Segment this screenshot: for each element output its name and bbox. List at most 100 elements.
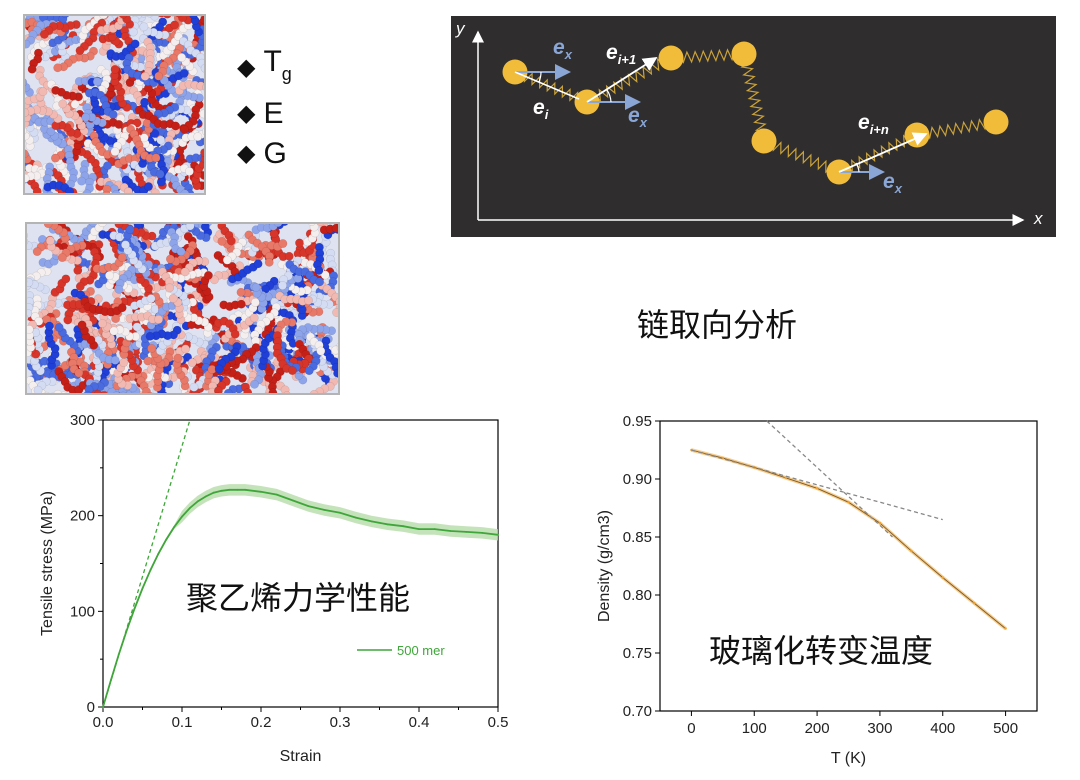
simulation-snapshot-stretched bbox=[25, 222, 340, 395]
data-point bbox=[236, 489, 238, 491]
sim-particle bbox=[110, 327, 118, 335]
x-tick-label: 400 bbox=[930, 720, 955, 737]
sim-particle bbox=[103, 162, 111, 170]
y-tick-label: 200 bbox=[70, 508, 95, 525]
sim-particle bbox=[51, 154, 59, 162]
sim-particle bbox=[141, 72, 149, 80]
bead-atom bbox=[659, 46, 684, 71]
diamond-bullet-icon: ◆ bbox=[237, 134, 255, 174]
sim-particle bbox=[174, 354, 182, 362]
data-point bbox=[434, 528, 436, 530]
sim-particle bbox=[177, 53, 185, 61]
x-axis-label: T (K) bbox=[831, 750, 866, 767]
sim-particle bbox=[58, 253, 66, 261]
sim-particle bbox=[227, 237, 235, 245]
data-point bbox=[481, 532, 483, 534]
data-point bbox=[221, 490, 223, 492]
sim-particle bbox=[46, 237, 54, 245]
sim-particle bbox=[33, 187, 41, 193]
data-point bbox=[189, 507, 191, 509]
density-series-line bbox=[691, 450, 1005, 629]
sim-particle bbox=[215, 365, 223, 373]
sim-particle bbox=[170, 21, 178, 29]
data-point bbox=[466, 531, 468, 533]
data-point bbox=[181, 516, 183, 518]
data-point bbox=[339, 512, 341, 514]
sim-particle bbox=[231, 330, 239, 338]
sim-particle bbox=[140, 23, 148, 31]
data-point bbox=[276, 494, 278, 496]
sim-particle bbox=[133, 323, 141, 331]
diamond-bullet-icon: ◆ bbox=[237, 48, 255, 88]
sim-particle bbox=[147, 344, 155, 352]
sim-particle bbox=[77, 177, 85, 185]
sim-particle bbox=[126, 225, 134, 233]
data-point bbox=[150, 569, 152, 571]
property-label: E bbox=[263, 94, 283, 134]
x-tick-label: 100 bbox=[742, 720, 767, 737]
sim-particle bbox=[279, 239, 287, 247]
sim-particle bbox=[52, 86, 60, 94]
sim-particle bbox=[154, 315, 162, 323]
sim-particle bbox=[144, 182, 152, 190]
sim-particle bbox=[305, 367, 313, 375]
sim-particle bbox=[40, 30, 48, 38]
sim-particle bbox=[223, 256, 231, 264]
data-point bbox=[402, 525, 404, 527]
sim-particle bbox=[115, 285, 123, 293]
sim-particle bbox=[317, 347, 325, 355]
y-tick-label: 0.90 bbox=[623, 471, 652, 488]
sim-particle bbox=[218, 237, 226, 245]
x-axis-label: Strain bbox=[280, 748, 322, 765]
sim-particle bbox=[39, 88, 47, 96]
sim-particle bbox=[315, 278, 323, 286]
sim-particle bbox=[214, 387, 222, 394]
diamond-bullet-icon: ◆ bbox=[237, 94, 255, 134]
ei1-label: ei+1 bbox=[606, 41, 636, 67]
chain-orientation-label: 链取向分析 bbox=[637, 300, 797, 346]
chain-diagram-svg: y x ex ei ei+1 ex ei+n ex bbox=[451, 16, 1056, 237]
bead-atom bbox=[752, 129, 777, 154]
sim-particle bbox=[265, 258, 273, 266]
sim-particle bbox=[315, 266, 323, 274]
y-tick-label: 0.75 bbox=[623, 645, 652, 662]
ex-label-3: ex bbox=[883, 170, 903, 196]
data-point bbox=[134, 608, 136, 610]
data-point bbox=[910, 550, 912, 552]
sim-particle bbox=[111, 65, 119, 73]
sim-particle bbox=[62, 275, 70, 283]
sim-particle bbox=[177, 247, 185, 255]
x-tick-label: 0 bbox=[687, 720, 695, 737]
x-tick-label: 0.0 bbox=[93, 714, 114, 731]
sim-particle bbox=[204, 271, 212, 279]
data-point bbox=[450, 530, 452, 532]
data-point bbox=[165, 539, 167, 541]
y-tick-label: 0.80 bbox=[623, 587, 652, 604]
sim-particle bbox=[278, 281, 286, 289]
x-tick-label: 500 bbox=[993, 720, 1018, 737]
sim-particle bbox=[288, 366, 296, 374]
ein-vector bbox=[839, 134, 926, 172]
data-point bbox=[197, 500, 199, 502]
bead-atom bbox=[984, 110, 1009, 135]
sim-particle bbox=[71, 100, 79, 108]
y-axis-label: Density (g/cm3) bbox=[596, 510, 613, 622]
sim-particle bbox=[157, 136, 165, 144]
sim-particle bbox=[184, 232, 192, 240]
data-point bbox=[323, 509, 325, 511]
spring-bond bbox=[740, 54, 767, 141]
sim-particle bbox=[152, 154, 160, 162]
data-point bbox=[157, 553, 159, 555]
sim-particle bbox=[33, 247, 41, 255]
sim-particle bbox=[180, 69, 188, 77]
sim-particle bbox=[254, 260, 262, 268]
x-tick-label: 0.3 bbox=[330, 714, 351, 731]
sim-particle bbox=[155, 72, 163, 80]
sim-particle bbox=[144, 357, 152, 365]
sim-particle bbox=[156, 170, 164, 178]
sim-particle bbox=[118, 253, 126, 261]
property-label: Tg bbox=[263, 42, 291, 94]
sim-particle bbox=[131, 40, 139, 48]
bead-atom bbox=[732, 42, 757, 67]
